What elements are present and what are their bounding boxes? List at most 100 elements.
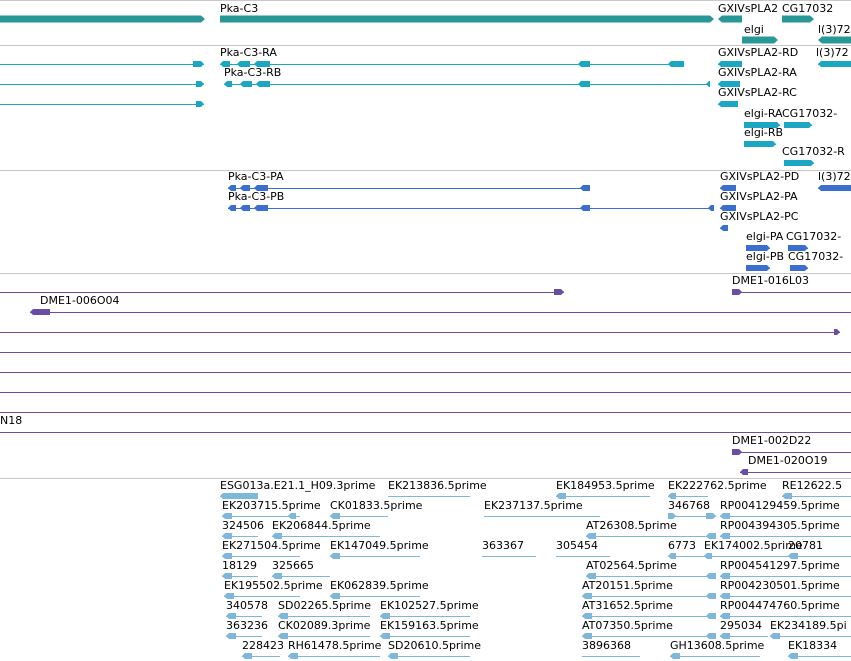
feature-exon[interactable] xyxy=(220,61,230,67)
feature-exon[interactable] xyxy=(720,185,736,191)
feature-bar[interactable] xyxy=(718,15,742,23)
feature[interactable]: EK203715.5prime xyxy=(222,499,321,519)
feature[interactable]: RH61478.5prime xyxy=(288,639,382,659)
feature[interactable]: AT02564.5prime xyxy=(586,559,716,579)
feature-exon[interactable] xyxy=(784,160,814,166)
feature-exon[interactable] xyxy=(718,101,738,107)
feature-exon[interactable] xyxy=(706,593,716,599)
feature[interactable] xyxy=(0,81,204,87)
feature[interactable]: CG17032 xyxy=(782,2,833,23)
feature[interactable]: AT26308.5prime xyxy=(586,519,716,539)
feature-exon[interactable] xyxy=(578,61,590,67)
feature-exon[interactable] xyxy=(330,513,340,519)
feature[interactable]: EK237137.5prime xyxy=(484,499,600,517)
feature-exon[interactable] xyxy=(228,205,236,211)
feature[interactable]: GXIVsPLA2-PC xyxy=(720,210,799,231)
feature-exon[interactable] xyxy=(586,573,596,579)
feature[interactable]: CG17032- xyxy=(788,250,843,271)
feature-exon[interactable] xyxy=(782,493,792,499)
feature-exon[interactable] xyxy=(788,553,798,559)
feature-exon[interactable] xyxy=(706,633,716,639)
feature-exon[interactable] xyxy=(720,573,730,579)
feature-exon[interactable] xyxy=(224,81,232,87)
feature-exon[interactable] xyxy=(254,205,268,211)
feature-exon[interactable] xyxy=(272,573,282,579)
feature[interactable]: 6773 xyxy=(668,539,704,559)
feature[interactable]: 324506 xyxy=(222,519,264,539)
feature[interactable]: N18 xyxy=(0,414,851,433)
feature[interactable]: EK222762.5prime xyxy=(668,479,767,499)
feature-exon[interactable] xyxy=(740,469,748,475)
feature-exon[interactable] xyxy=(704,553,712,559)
feature-exon[interactable] xyxy=(720,205,736,211)
feature-exon[interactable] xyxy=(720,633,730,639)
feature[interactable]: CK02089.3prime xyxy=(278,619,371,639)
feature[interactable]: EK234189.5pi xyxy=(770,619,851,639)
feature-exon[interactable] xyxy=(818,61,851,67)
feature[interactable]: RP004474760.5prime xyxy=(720,599,851,619)
feature[interactable]: elgi-RB xyxy=(744,126,783,147)
feature[interactable]: l(3)72 xyxy=(818,23,851,44)
feature-exon[interactable] xyxy=(582,593,592,599)
feature[interactable] xyxy=(0,15,205,23)
feature-exon[interactable] xyxy=(732,289,742,295)
feature-exon[interactable] xyxy=(222,513,232,519)
feature-exon[interactable] xyxy=(222,553,232,559)
feature-exon[interactable] xyxy=(330,553,340,559)
feature[interactable]: CG17032-R xyxy=(782,145,845,166)
feature-exon[interactable] xyxy=(278,633,288,639)
feature-exon[interactable] xyxy=(718,81,740,87)
feature-exon[interactable] xyxy=(226,633,236,639)
feature-exon[interactable] xyxy=(237,61,250,67)
feature[interactable]: CG17032- xyxy=(786,230,841,251)
feature-bar[interactable] xyxy=(782,15,814,23)
feature-exon[interactable] xyxy=(388,653,398,659)
feature-exon[interactable] xyxy=(668,553,676,559)
feature[interactable]: DME1-006O04 xyxy=(30,294,851,315)
feature-exon[interactable] xyxy=(582,633,592,639)
feature-bar[interactable] xyxy=(0,15,205,23)
feature[interactable]: EK174002.5prime xyxy=(704,539,803,559)
feature[interactable]: 305454 xyxy=(556,539,610,557)
feature[interactable] xyxy=(0,101,204,107)
feature[interactable]: CK01833.5prime xyxy=(330,499,423,519)
feature[interactable]: RP004230501.5prime xyxy=(720,579,851,599)
feature[interactable]: GH13608.5prime xyxy=(670,639,765,659)
feature[interactable]: Pka-C3-RB xyxy=(224,66,710,87)
feature[interactable]: 363367 xyxy=(482,539,536,557)
feature[interactable]: Pka-C3-PA xyxy=(228,170,590,191)
feature-exon[interactable] xyxy=(222,533,232,539)
feature-exon[interactable] xyxy=(222,573,232,579)
feature-exon[interactable] xyxy=(193,61,204,67)
feature[interactable]: RE12622.5 xyxy=(782,479,851,499)
feature[interactable]: EK213836.5prime xyxy=(388,479,487,497)
feature-exon[interactable] xyxy=(380,633,390,639)
feature[interactable]: EK159163.5prime xyxy=(380,619,479,639)
feature[interactable]: elgi-RA xyxy=(744,107,783,128)
feature[interactable]: 340578 xyxy=(226,599,268,619)
feature-exon[interactable] xyxy=(240,185,250,191)
feature[interactable]: 228423 xyxy=(242,639,284,659)
feature[interactable]: RP004129459.5prime xyxy=(720,499,851,519)
feature-exon[interactable] xyxy=(746,265,770,271)
feature[interactable]: 20781 xyxy=(788,539,851,559)
feature[interactable]: Pka-C3 xyxy=(220,2,714,23)
feature-exon[interactable] xyxy=(732,449,742,455)
feature-exon[interactable] xyxy=(278,613,288,619)
feature[interactable]: GXIVsPLA2-PA xyxy=(720,190,798,211)
feature[interactable]: elgi-PA xyxy=(746,230,784,251)
feature-exon[interactable] xyxy=(240,205,250,211)
feature-exon[interactable] xyxy=(706,513,716,519)
feature-exon[interactable] xyxy=(746,245,770,251)
feature[interactable]: GXIVsPLA2-RA xyxy=(718,66,797,87)
feature-exon[interactable] xyxy=(580,185,590,191)
feature[interactable]: 363236 xyxy=(226,619,268,639)
feature[interactable]: l(3)72 xyxy=(818,170,851,191)
feature-exon[interactable] xyxy=(720,225,728,231)
feature[interactable]: AT31652.5prime xyxy=(582,599,716,619)
feature-exon[interactable] xyxy=(554,289,564,295)
feature-exon[interactable] xyxy=(790,265,808,271)
feature-exon[interactable] xyxy=(668,61,684,67)
feature[interactable]: elgi-PB xyxy=(746,250,784,271)
feature[interactable] xyxy=(0,289,564,295)
